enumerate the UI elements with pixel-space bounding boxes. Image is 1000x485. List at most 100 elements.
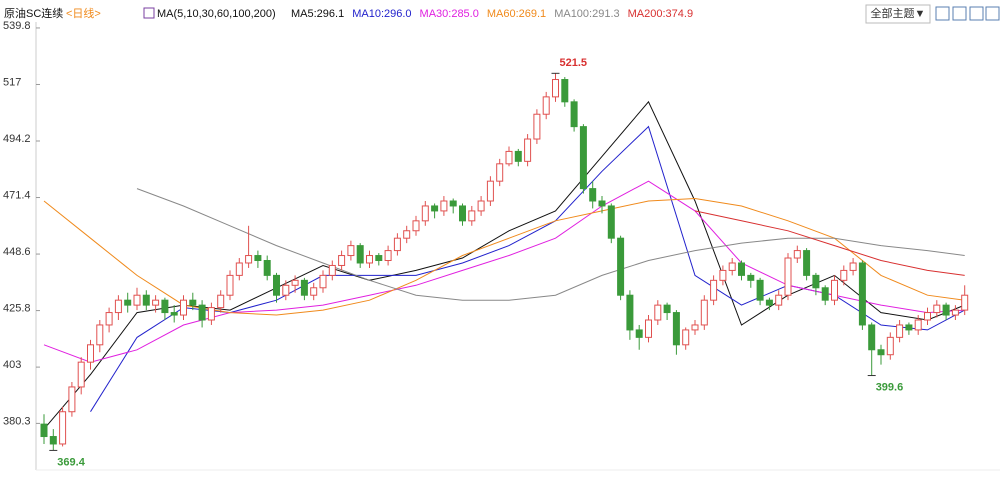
symbol: 原油SC连续	[4, 6, 63, 20]
theme-button[interactable]	[865, 4, 931, 24]
candle-body	[96, 324, 104, 346]
candle-body	[579, 126, 587, 190]
candle-body	[821, 287, 829, 301]
candle-body	[459, 205, 466, 222]
legend-entry: MA200:374.9	[628, 8, 693, 20]
toolbar	[935, 6, 1000, 21]
candle-body	[180, 299, 187, 316]
candle-body	[207, 307, 215, 321]
y-tick-label: 448.6	[3, 246, 31, 258]
theme-button-label[interactable]: 全部主题▼	[871, 6, 926, 20]
annotation: 521.5	[560, 57, 588, 69]
y-tick-label: 425.8	[3, 302, 31, 314]
candle-body	[561, 79, 569, 103]
candle-body	[440, 200, 448, 212]
candle-body	[189, 299, 197, 306]
candle-body	[886, 336, 894, 356]
candle-body	[682, 329, 690, 346]
candle-body	[170, 312, 178, 316]
candle-body	[226, 274, 234, 296]
candle-body	[607, 205, 615, 239]
candle-body	[198, 304, 206, 321]
candle-body	[300, 279, 308, 296]
tool-icon[interactable]	[985, 6, 1000, 21]
candle-body	[905, 324, 913, 331]
candle-body	[421, 205, 429, 222]
candle-body	[338, 255, 346, 266]
y-tick-label: 471.4	[3, 189, 31, 201]
candle-body	[858, 262, 866, 326]
candle-body	[840, 269, 848, 281]
candle-body	[598, 200, 606, 207]
candle-body	[533, 113, 541, 140]
candle-body	[142, 294, 150, 306]
candle-body	[152, 299, 160, 306]
candle-body	[393, 237, 401, 252]
candle-body	[87, 344, 94, 363]
candle-body	[263, 260, 271, 276]
candle-body	[486, 180, 494, 202]
candle-body	[468, 210, 476, 222]
candle-body	[849, 262, 857, 271]
candle-body	[291, 279, 299, 286]
candle-body	[942, 304, 950, 316]
candle-body	[114, 299, 122, 314]
annotation: 399.6	[876, 381, 904, 393]
candle-body	[626, 294, 634, 331]
candle-body	[347, 245, 355, 257]
candle-body	[273, 274, 280, 296]
candle-body	[124, 299, 132, 306]
candle-body	[896, 324, 904, 338]
candle-body	[700, 299, 708, 326]
candle-body	[877, 349, 885, 356]
y-tick-label: 539.8	[3, 20, 31, 32]
tool-icon[interactable]	[969, 6, 984, 21]
candle-body	[384, 250, 392, 262]
candle-body	[40, 423, 48, 438]
candle-body	[524, 138, 532, 162]
candle-body	[933, 304, 941, 314]
tool-icon[interactable]	[935, 6, 950, 21]
legend-entry: MA5:296.1	[291, 8, 344, 20]
tool-icon[interactable]	[952, 6, 967, 21]
candle-body	[617, 237, 625, 296]
y-tick-label: 517	[3, 76, 21, 88]
candle-body	[282, 284, 290, 296]
candle-body	[505, 150, 513, 165]
period[interactable]: <日线>	[66, 6, 101, 20]
candle-body	[356, 245, 364, 264]
candle-body	[161, 299, 169, 314]
indicator: MA(5,10,30,60,100,200)	[157, 8, 276, 20]
candle-body	[235, 262, 243, 276]
ma-line	[694, 210, 965, 276]
y-tick-label: 403	[3, 359, 21, 371]
candle-body	[803, 250, 811, 276]
candle-body	[477, 200, 485, 212]
indicator-icon[interactable]	[143, 7, 155, 19]
legend-entry: MA100:291.3	[554, 8, 619, 20]
candle-body	[570, 101, 578, 128]
y-tick-label: 380.3	[3, 415, 31, 427]
candle-body	[542, 96, 550, 115]
candle-body	[747, 274, 755, 281]
candle-body	[784, 257, 792, 296]
candle-body	[663, 304, 671, 314]
candle-body	[552, 79, 559, 98]
candle-body	[449, 200, 457, 207]
candle-body	[496, 163, 504, 182]
candle-body	[59, 411, 67, 445]
candle-body	[961, 294, 969, 311]
candle-body	[589, 188, 597, 202]
candle-body	[68, 386, 76, 413]
candle-body	[765, 299, 773, 306]
candle-body	[328, 264, 336, 276]
candle-body	[254, 255, 262, 262]
annotation: 369.4	[57, 456, 85, 468]
legend-entry: MA30:285.0	[420, 8, 479, 20]
candle-body	[245, 255, 253, 264]
candle-body	[738, 262, 745, 276]
candle-body	[412, 220, 420, 232]
candle-body	[514, 150, 522, 162]
